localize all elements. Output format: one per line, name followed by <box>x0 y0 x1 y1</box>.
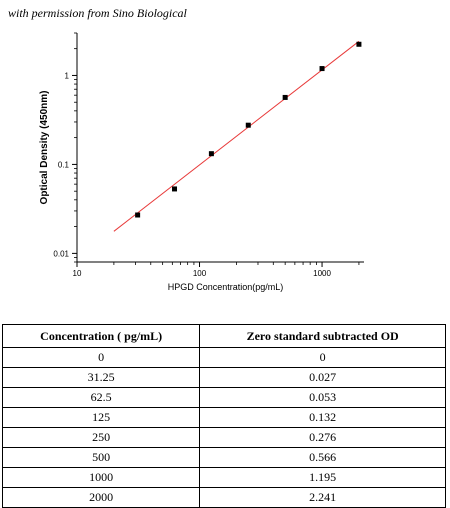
data-point <box>319 66 325 72</box>
data-point <box>208 151 214 157</box>
y-axis-label: Optical Density (450nm) <box>39 91 50 205</box>
column-header-concentration: Concentration ( pg/mL) <box>1 324 201 348</box>
table-cell: 62.5 <box>1 387 201 408</box>
table-cell: 250 <box>1 427 201 448</box>
table-row: 62.5 0.053 <box>1 387 446 408</box>
table-cell: 0.053 <box>199 387 446 408</box>
table-cell: 1000 <box>1 467 201 488</box>
x-tick-label: 10 <box>73 269 82 278</box>
chart-ticks: 10 100 1000 0.01 0.1 1 <box>53 32 360 278</box>
data-point <box>356 41 362 47</box>
column-header-od: Zero standard subtracted OD <box>199 324 446 348</box>
fit-line-group <box>113 40 360 232</box>
standard-curve-chart: 10 100 1000 0.01 0.1 1 HPGD Concentration(pg/… <box>39 32 364 292</box>
table-cell: 1.195 <box>199 467 446 488</box>
data-point <box>282 94 288 100</box>
table-row: 500 0.566 <box>1 447 446 468</box>
table-row: 2000 2.241 <box>1 487 446 508</box>
table-cell: 0.276 <box>199 427 446 448</box>
table-cell: 31.25 <box>1 367 201 388</box>
table-cell: 500 <box>1 447 201 468</box>
table-cell: 0.132 <box>199 407 446 428</box>
table-cell: 0.027 <box>199 367 446 388</box>
table-row: 31.25 0.027 <box>1 367 446 388</box>
data-point <box>245 122 251 128</box>
fit-line <box>113 40 360 232</box>
table-row: 125 0.132 <box>1 407 446 428</box>
table-cell: 0 <box>1 347 201 368</box>
x-tick-label: 100 <box>193 269 207 278</box>
y-tick-label: 1 <box>65 71 70 80</box>
table-cell: 2.241 <box>199 487 446 508</box>
table-cell: 0 <box>199 347 446 368</box>
data-point <box>135 212 141 218</box>
table-row: 250 0.276 <box>1 427 446 448</box>
data-points-group <box>135 41 362 218</box>
x-tick-label: 1000 <box>313 269 331 278</box>
table-header-row: Concentration ( pg/mL) Zero standard sub… <box>1 324 446 348</box>
data-point <box>172 186 178 192</box>
permission-credit: with permission from Sino Biological <box>8 6 187 20</box>
x-axis-label: HPGD Concentration(pg/mL) <box>168 282 284 292</box>
table-cell: 125 <box>1 407 201 428</box>
table-row: 1000 1.195 <box>1 467 446 488</box>
standard-data-table: Concentration ( pg/mL) Zero standard sub… <box>1 324 446 508</box>
y-tick-label: 0.01 <box>53 249 69 258</box>
y-tick-label: 0.1 <box>58 160 70 169</box>
table-cell: 0.566 <box>199 447 446 468</box>
table-cell: 2000 <box>1 487 201 508</box>
